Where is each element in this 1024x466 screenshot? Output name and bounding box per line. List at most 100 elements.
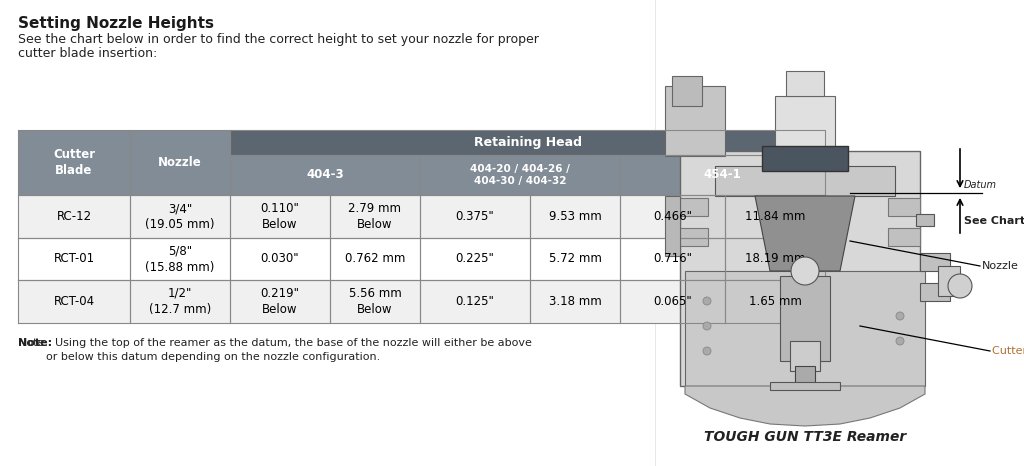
Text: 0.375": 0.375" [456, 210, 495, 223]
Text: Cutter
Blade: Cutter Blade [53, 148, 95, 177]
Bar [230, 155, 420, 195]
Bar [18, 238, 130, 280]
Text: See the chart below in order to find the correct height to set your nozzle for p: See the chart below in order to find the… [18, 33, 539, 46]
Bar [530, 280, 620, 323]
Bar [680, 151, 920, 386]
Bar [888, 198, 920, 216]
Text: 0.065": 0.065" [653, 295, 692, 308]
Bar [775, 96, 835, 151]
Text: Setting Nozzle Heights: Setting Nozzle Heights [18, 16, 214, 31]
Bar [790, 341, 820, 371]
Text: 0.762 mm: 0.762 mm [345, 253, 406, 266]
Circle shape [896, 312, 904, 320]
Text: 404-3: 404-3 [306, 169, 344, 181]
Bar [672, 76, 702, 106]
Bar [725, 195, 825, 238]
Bar [230, 280, 330, 323]
Bar [920, 283, 950, 301]
Bar [420, 280, 530, 323]
Bar [665, 196, 680, 256]
Bar [795, 366, 815, 386]
Text: 0.466": 0.466" [653, 210, 692, 223]
Bar [888, 228, 920, 246]
Bar [420, 238, 530, 280]
Text: 11.84 mm: 11.84 mm [744, 210, 805, 223]
Bar [18, 130, 130, 195]
Text: 0.030": 0.030" [261, 253, 299, 266]
Bar [620, 238, 725, 280]
Polygon shape [685, 386, 925, 426]
Text: 1.65 mm: 1.65 mm [749, 295, 802, 308]
Bar [680, 228, 708, 246]
Bar [680, 198, 708, 216]
Text: TOUGH GUN TT3E Reamer: TOUGH GUN TT3E Reamer [703, 430, 906, 444]
Bar [620, 280, 725, 323]
Bar [665, 86, 725, 156]
Bar [762, 146, 848, 171]
Circle shape [948, 274, 972, 298]
Bar [715, 166, 895, 196]
Text: 9.53 mm: 9.53 mm [549, 210, 601, 223]
Bar [916, 214, 934, 226]
Bar [780, 276, 830, 361]
Circle shape [703, 347, 711, 355]
Bar [420, 155, 620, 195]
Bar [18, 195, 130, 238]
Bar [770, 382, 840, 390]
Text: 5/8"
(15.88 mm): 5/8" (15.88 mm) [145, 245, 215, 274]
Bar [330, 195, 420, 238]
Bar [725, 238, 825, 280]
Text: Note:  Using the top of the reamer as the datum, the base of the nozzle will eit: Note: Using the top of the reamer as the… [18, 338, 531, 348]
Bar [420, 195, 530, 238]
Bar [230, 238, 330, 280]
Text: See Chart: See Chart [964, 216, 1024, 226]
Text: 3/4"
(19.05 mm): 3/4" (19.05 mm) [145, 202, 215, 231]
Text: 5.56 mm
Below: 5.56 mm Below [348, 287, 401, 316]
Text: 404-20 / 404-26 /
404-30 / 404-32: 404-20 / 404-26 / 404-30 / 404-32 [470, 164, 570, 186]
Bar [938, 266, 961, 296]
Text: RCT-01: RCT-01 [53, 253, 94, 266]
Text: RC-12: RC-12 [56, 210, 91, 223]
Bar [18, 280, 130, 323]
Polygon shape [755, 196, 855, 271]
Bar [130, 195, 230, 238]
Circle shape [791, 257, 819, 285]
Text: 18.19 mm: 18.19 mm [744, 253, 805, 266]
Bar [620, 155, 825, 195]
Text: 0.219"
Below: 0.219" Below [260, 287, 299, 316]
Bar [330, 238, 420, 280]
Text: 454-1: 454-1 [703, 169, 741, 181]
Bar [130, 130, 230, 195]
Text: 0.110"
Below: 0.110" Below [260, 202, 299, 231]
Bar [620, 195, 725, 238]
Circle shape [703, 297, 711, 305]
Bar [786, 71, 824, 96]
Text: cutter blade insertion:: cutter blade insertion: [18, 47, 158, 60]
Bar [685, 271, 925, 386]
Text: Retaining Head: Retaining Head [473, 136, 582, 149]
Text: RCT-04: RCT-04 [53, 295, 94, 308]
Text: Nozzle: Nozzle [158, 156, 202, 169]
Bar [725, 280, 825, 323]
Text: Nozzle: Nozzle [982, 261, 1019, 271]
Text: 1/2"
(12.7 mm): 1/2" (12.7 mm) [148, 287, 211, 316]
Circle shape [896, 337, 904, 345]
Bar [230, 195, 330, 238]
Bar [130, 238, 230, 280]
Text: 0.716": 0.716" [653, 253, 692, 266]
Bar [530, 238, 620, 280]
Bar [230, 130, 825, 155]
Text: 0.125": 0.125" [456, 295, 495, 308]
Bar [920, 253, 950, 271]
Text: 5.72 mm: 5.72 mm [549, 253, 601, 266]
Text: or below this datum depending on the nozzle configuration.: or below this datum depending on the noz… [18, 352, 380, 362]
Bar [530, 195, 620, 238]
Bar [330, 280, 420, 323]
Text: Datum: Datum [964, 180, 997, 190]
Text: Note:: Note: [18, 338, 52, 348]
Text: 3.18 mm: 3.18 mm [549, 295, 601, 308]
Text: Cutter Blade: Cutter Blade [992, 346, 1024, 356]
Text: 2.79 mm
Below: 2.79 mm Below [348, 202, 401, 231]
Text: 0.225": 0.225" [456, 253, 495, 266]
Circle shape [703, 322, 711, 330]
